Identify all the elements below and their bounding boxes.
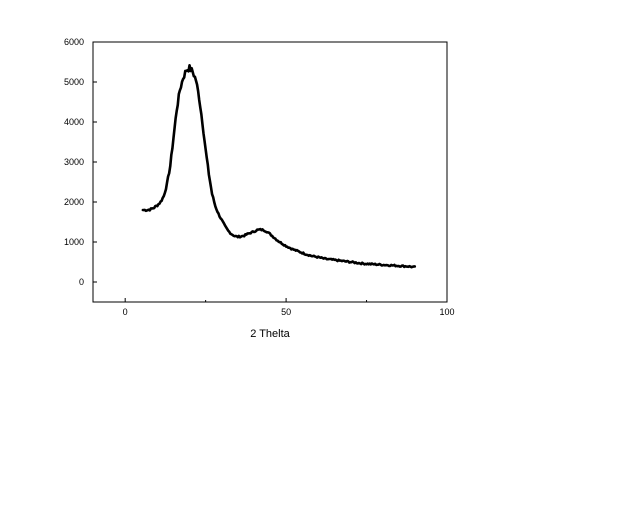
y-tick-label: 5000 xyxy=(64,77,84,87)
x-tick-label: 0 xyxy=(123,307,128,317)
x-tick-label: 50 xyxy=(281,307,291,317)
x-tick-label: 100 xyxy=(439,307,454,317)
y-tick-label: 6000 xyxy=(64,37,84,47)
y-axis-ticks: 0 1000 2000 3000 4000 5000 6000 xyxy=(64,37,97,287)
y-tick-label: 3000 xyxy=(64,157,84,167)
y-tick-label: 0 xyxy=(79,277,84,287)
plot-frame xyxy=(92,41,448,303)
y-tick-label: 1000 xyxy=(64,237,84,247)
y-tick-label: 2000 xyxy=(64,197,84,207)
x-axis-ticks: 0 50 100 xyxy=(123,298,455,317)
y-tick-label: 4000 xyxy=(64,117,84,127)
series-line xyxy=(141,63,417,269)
x-axis-title: 2 Thelta xyxy=(250,328,290,340)
